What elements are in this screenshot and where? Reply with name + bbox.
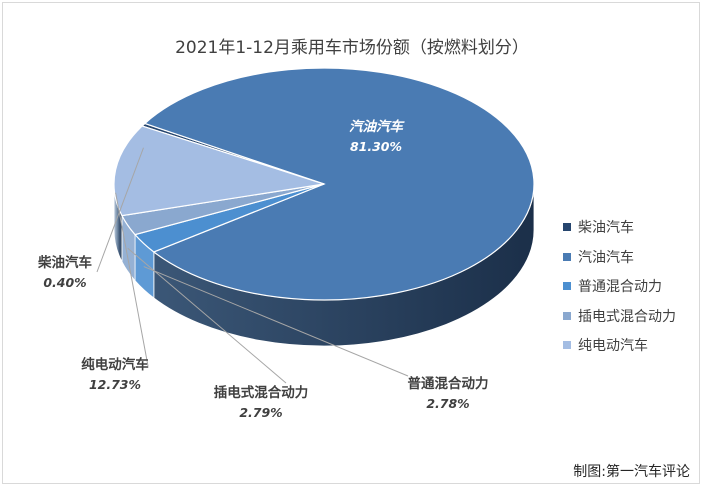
legend-swatch [563,223,571,231]
legend-item-hev: 普通混合动力 [563,277,676,307]
chart-credit: 制图:第一汽车评论 [573,464,690,480]
legend-item-phev: 插电式混合动力 [563,307,676,337]
legend: 柴油汽车 汽油汽车 普通混合动力 插电式混合动力 纯电动汽车 [563,218,676,366]
data-label-bev: 纯电动汽车 12.73% [81,357,149,392]
chart-title: 2021年1-12月乘用车市场份额（按燃料划分） [175,38,529,58]
leader-line-2 [143,266,409,377]
leader-line-0 [96,147,144,273]
leader-line-4 [115,192,149,367]
data-label-phev: 插电式混合动力 2.79% [213,385,309,420]
pie-slice-1 [143,67,535,301]
legend-item-gasoline: 汽油汽车 [563,248,676,278]
legend-swatch [563,282,571,290]
data-label-hev: 普通混合动力 2.78% [407,376,489,411]
pie-tops [113,67,535,301]
data-label-gasoline: 汽油汽车 81.30% [349,119,403,154]
legend-swatch [563,252,571,261]
legend-swatch [563,311,571,320]
pie-sides [113,183,535,347]
legend-swatch [563,341,571,349]
data-label-diesel: 柴油汽车 0.40% [38,255,92,290]
pie-leaders [96,147,409,384]
legend-item-bev: 纯电动汽车 [563,336,676,366]
legend-item-diesel: 柴油汽车 [563,218,676,248]
